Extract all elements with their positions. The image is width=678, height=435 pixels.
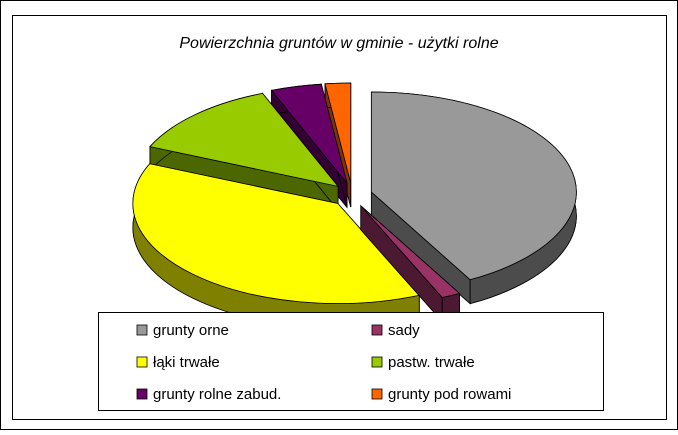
legend-label: sady <box>388 322 420 339</box>
legend-swatch <box>136 324 148 336</box>
slice <box>149 92 340 188</box>
slice <box>132 163 421 304</box>
legend-label: pastw. trwałe <box>388 354 475 371</box>
legend-swatch <box>371 388 383 400</box>
legend-label: łąki trwałe <box>153 354 220 371</box>
legend-swatch <box>371 324 383 336</box>
legend-swatch <box>136 356 148 368</box>
legend-swatch <box>371 356 383 368</box>
pie <box>132 82 577 328</box>
slice <box>360 205 461 298</box>
slice <box>324 82 352 184</box>
legend-swatch <box>136 388 148 400</box>
legend-label: grunty pod rowami <box>388 386 511 403</box>
legend <box>98 312 604 411</box>
legend-label: grunty rolne zabud. <box>153 386 281 403</box>
chart-title: Powierzchnia gruntów w gminie - użytki r… <box>179 35 498 52</box>
legend-label: grunty orne <box>153 322 229 339</box>
slice <box>270 83 348 184</box>
legend-items: grunty orne sady łąki trwałe pastw. trwałe g… <box>136 322 511 403</box>
slice <box>370 91 577 281</box>
